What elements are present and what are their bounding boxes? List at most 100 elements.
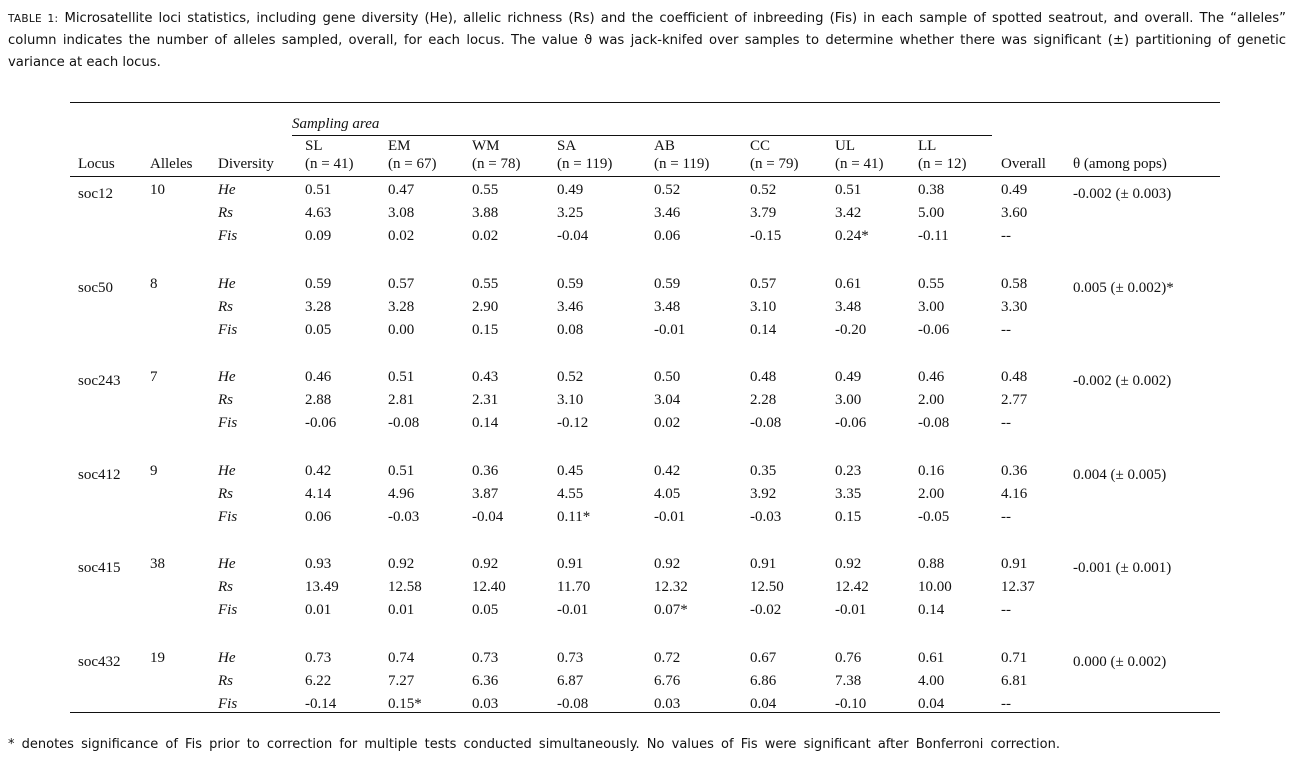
area-header-em: EM <box>388 138 411 154</box>
table-cell: 4.00 <box>918 672 945 689</box>
table-cell: 3.28 <box>305 298 332 315</box>
table-cell: 0.01 <box>388 602 415 618</box>
table-cell: 0.02 <box>388 228 415 244</box>
diversity-label: He <box>218 182 236 198</box>
overall-cell: 0.58 <box>1001 275 1028 292</box>
table-cell: 0.51 <box>835 182 862 198</box>
area-n-ab: (n = 119) <box>654 156 710 172</box>
area-header-ab: AB <box>654 138 675 154</box>
table-cell: 0.38 <box>918 182 945 198</box>
header-theta: θ (among pops) <box>1073 156 1167 172</box>
table-cell: -0.08 <box>388 415 420 431</box>
overall-cell: -- <box>1001 228 1011 244</box>
diversity-label: Fis <box>218 695 238 712</box>
table-cell: 0.55 <box>472 182 499 198</box>
table-cell: 11.70 <box>557 579 591 595</box>
table-cell: 3.04 <box>654 392 681 408</box>
table-cell: 3.46 <box>557 298 584 315</box>
table-cell: -0.03 <box>388 508 420 525</box>
locus-theta: -0.002 (± 0.003) <box>1073 186 1172 202</box>
table-cell: 0.15 <box>472 321 499 338</box>
table-cell: 2.28 <box>750 392 777 408</box>
overall-cell: -- <box>1001 508 1011 525</box>
area-header-cc: CC <box>750 138 771 154</box>
area-n-ul: (n = 41) <box>835 156 884 172</box>
caption-text: Microsatellite loci statistics, includin… <box>8 11 1286 70</box>
table-cell: 0.06 <box>305 508 332 525</box>
area-n-sl: (n = 41) <box>305 156 354 172</box>
table-cell: 0.46 <box>918 369 945 385</box>
table-cell: -0.10 <box>835 695 867 712</box>
overall-cell: -- <box>1001 602 1011 618</box>
overall-cell: 0.36 <box>1001 462 1028 479</box>
overall-cell: 4.16 <box>1001 485 1028 502</box>
table-cell: 2.31 <box>472 392 499 408</box>
header-locus: Locus <box>78 156 115 172</box>
table-cell: 0.88 <box>918 556 945 572</box>
table-cell: 0.47 <box>388 182 415 198</box>
table-cell: 0.02 <box>472 228 499 244</box>
table-cell: 3.28 <box>388 298 415 315</box>
table-cell: 0.57 <box>388 275 415 292</box>
table-cell: 0.01 <box>305 602 332 618</box>
locus-theta: 0.000 (± 0.002) <box>1073 653 1167 670</box>
diversity-label: He <box>218 369 236 385</box>
table-cell: 0.14 <box>918 602 945 618</box>
locus-alleles: 10 <box>150 182 165 198</box>
table-cell: -0.12 <box>557 415 589 431</box>
table-cell: 0.36 <box>472 462 499 479</box>
table-cell: 0.43 <box>472 369 499 385</box>
locus-name: soc412 <box>78 466 121 483</box>
overall-cell: -- <box>1001 321 1011 338</box>
table-cell: 0.73 <box>472 649 499 666</box>
locus-name: soc432 <box>78 653 121 670</box>
diversity-label: He <box>218 462 236 479</box>
table-cell: 2.81 <box>388 392 415 408</box>
table-cell: 0.04 <box>750 695 777 712</box>
table-cell: 2.88 <box>305 392 332 408</box>
table-cell: 0.06 <box>654 228 681 244</box>
overall-cell: -- <box>1001 415 1011 431</box>
table-cell: 10.00 <box>918 579 952 595</box>
table-cell: 0.15* <box>388 695 422 712</box>
table-cell: 0.92 <box>654 556 681 572</box>
locus-alleles: 8 <box>150 275 158 292</box>
table-cell: 0.92 <box>472 556 499 572</box>
area-header-sa: SA <box>557 138 577 154</box>
table-cell: -0.01 <box>654 508 686 525</box>
area-header-wm: WM <box>472 138 500 154</box>
table-cell: -0.06 <box>918 321 950 338</box>
table-cell: 0.49 <box>835 369 862 385</box>
locus-alleles: 9 <box>150 462 158 479</box>
header-diversity: Diversity <box>218 156 274 172</box>
table-cell: -0.14 <box>305 695 337 712</box>
table-cell: 0.02 <box>654 415 681 431</box>
table-cell: 3.48 <box>654 298 681 315</box>
area-n-ll: (n = 12) <box>918 156 967 172</box>
overall-cell: 12.37 <box>1001 579 1035 595</box>
overall-cell: 3.60 <box>1001 205 1028 221</box>
table-cell: 4.63 <box>305 205 332 221</box>
table-cell: 0.48 <box>750 369 777 385</box>
table-cell: 6.86 <box>750 672 777 689</box>
caption-tag: TABLE 1: <box>8 13 59 25</box>
table-cell: -0.06 <box>835 415 867 431</box>
table-cell: 2.00 <box>918 485 945 502</box>
table-cell: -0.11 <box>918 228 949 244</box>
table-cell: 0.23 <box>835 462 862 479</box>
table-cell: 3.48 <box>835 298 862 315</box>
table-cell: 0.00 <box>388 321 415 338</box>
table-cell: 0.04 <box>918 695 945 712</box>
table-cell: 3.10 <box>557 392 584 408</box>
diversity-label: He <box>218 275 236 292</box>
header-alleles: Alleles <box>150 156 193 172</box>
table-cell: 3.35 <box>835 485 862 502</box>
table-cell: 13.49 <box>305 579 339 595</box>
table-cell: 0.55 <box>918 275 945 292</box>
area-header-ul: UL <box>835 138 855 154</box>
table-cell: 0.59 <box>305 275 332 292</box>
table-cell: 0.49 <box>557 182 584 198</box>
table-cell: 6.87 <box>557 672 584 689</box>
diversity-label: Rs <box>218 298 233 315</box>
diversity-label: Rs <box>218 392 233 408</box>
